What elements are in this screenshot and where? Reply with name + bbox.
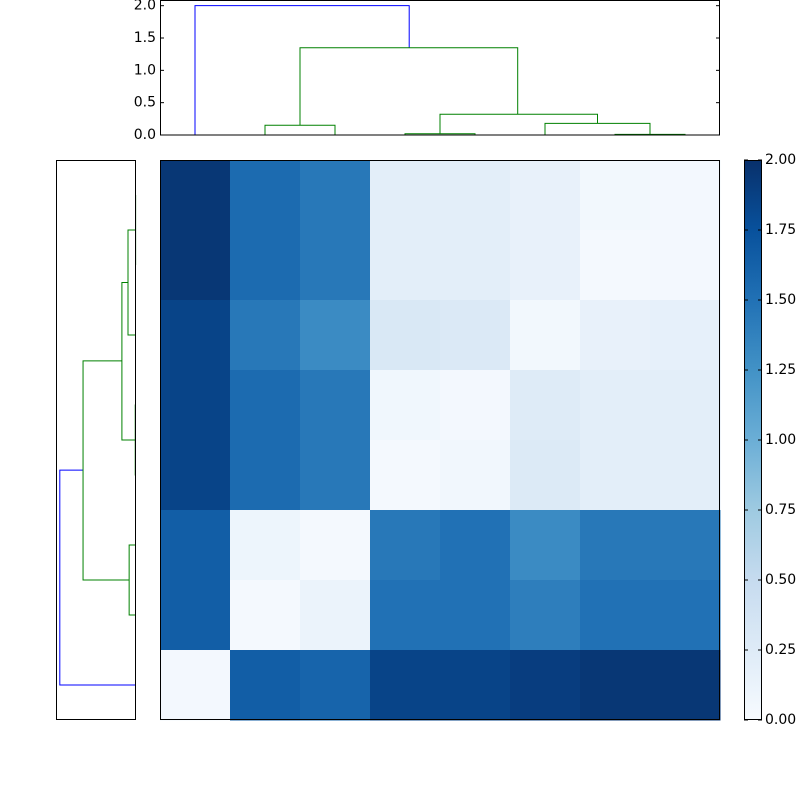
heatmap-cell bbox=[230, 650, 301, 721]
dendrogram-link bbox=[299, 47, 519, 126]
colorbar-tick-label: 0.50 bbox=[765, 572, 796, 588]
heatmap-cell bbox=[230, 580, 301, 651]
colorbar-tick-label: 2.00 bbox=[765, 152, 796, 168]
colorbar-tick-label: 0.25 bbox=[765, 642, 796, 658]
heatmap-cell bbox=[650, 230, 721, 301]
y-tick-label: 2.0 bbox=[134, 0, 156, 14]
heatmap-cell bbox=[230, 370, 301, 441]
heatmap-cell bbox=[300, 230, 371, 301]
heatmap-cell bbox=[650, 510, 721, 581]
dendrogram-link bbox=[194, 5, 410, 135]
heatmap-cell bbox=[300, 370, 371, 441]
heatmap-cell bbox=[650, 440, 721, 511]
heatmap-cell bbox=[440, 650, 511, 721]
dendrogram-link bbox=[439, 113, 598, 134]
heatmap-cell bbox=[230, 440, 301, 511]
colorbar-tick-label: 0.00 bbox=[765, 712, 796, 728]
heatmap-cell bbox=[580, 160, 651, 231]
dendrogram-link bbox=[59, 469, 136, 686]
heatmap-cell bbox=[510, 510, 581, 581]
colorbar-tick-label: 1.25 bbox=[765, 362, 796, 378]
y-tick-label: 0.0 bbox=[134, 127, 156, 143]
heatmap-cell bbox=[510, 230, 581, 301]
heatmap-cell bbox=[580, 650, 651, 721]
heatmap-cell bbox=[510, 580, 581, 651]
heatmap-cell bbox=[370, 370, 441, 441]
heatmap-cell bbox=[510, 650, 581, 721]
heatmap-cell bbox=[370, 580, 441, 651]
heatmap-frame bbox=[160, 160, 720, 720]
dendrogram-link bbox=[82, 360, 130, 581]
heatmap-cell bbox=[440, 160, 511, 231]
dendrogram-link bbox=[404, 133, 476, 135]
colorbar bbox=[744, 160, 762, 720]
heatmap-cell bbox=[230, 160, 301, 231]
dendrogram-link bbox=[127, 229, 136, 336]
heatmap-cell bbox=[230, 300, 301, 371]
heatmap-cell bbox=[160, 300, 231, 371]
heatmap-cell bbox=[650, 300, 721, 371]
y-tick-label: 1.0 bbox=[134, 62, 156, 78]
heatmap-cell bbox=[440, 230, 511, 301]
colorbar-tick-label: 1.00 bbox=[765, 432, 796, 448]
heatmap-cell bbox=[230, 510, 301, 581]
heatmap-cell bbox=[650, 650, 721, 721]
heatmap-cell bbox=[230, 230, 301, 301]
heatmap-cell bbox=[370, 650, 441, 721]
y-tick-label: 1.5 bbox=[134, 30, 156, 46]
dendrogram-link bbox=[264, 124, 336, 135]
dendrogram-left-frame bbox=[56, 160, 136, 720]
heatmap-cell bbox=[300, 160, 371, 231]
dendrogram-link bbox=[544, 122, 651, 135]
dendrogram-top-frame bbox=[160, 0, 720, 136]
heatmap-cell bbox=[160, 230, 231, 301]
heatmap-cell bbox=[160, 370, 231, 441]
heatmap-cell bbox=[300, 580, 371, 651]
heatmap-cell bbox=[300, 650, 371, 721]
heatmap-cell bbox=[160, 580, 231, 651]
heatmap-cell bbox=[580, 370, 651, 441]
heatmap-cell bbox=[580, 510, 651, 581]
y-tick-label: 0.5 bbox=[134, 95, 156, 111]
heatmap-cell bbox=[160, 160, 231, 231]
heatmap-cell bbox=[650, 580, 721, 651]
dendrogram-link bbox=[121, 282, 136, 441]
heatmap-cell bbox=[580, 230, 651, 301]
heatmap-cell bbox=[580, 440, 651, 511]
heatmap-cell bbox=[370, 300, 441, 371]
heatmap-cell bbox=[370, 510, 441, 581]
heatmap-cell bbox=[440, 580, 511, 651]
heatmap-cell bbox=[440, 440, 511, 511]
heatmap-cell bbox=[510, 300, 581, 371]
colorbar-tick-label: 0.75 bbox=[765, 502, 796, 518]
colorbar-tick-label: 1.50 bbox=[765, 292, 796, 308]
heatmap-cell bbox=[650, 370, 721, 441]
heatmap-cell bbox=[300, 300, 371, 371]
heatmap-cell bbox=[300, 510, 371, 581]
heatmap-cell bbox=[580, 580, 651, 651]
heatmap-cell bbox=[160, 650, 231, 721]
heatmap-cell bbox=[510, 370, 581, 441]
colorbar-tick-label: 1.75 bbox=[765, 222, 796, 238]
heatmap-cell bbox=[370, 230, 441, 301]
heatmap-cell bbox=[510, 440, 581, 511]
heatmap-cell bbox=[370, 440, 441, 511]
dendrogram-link bbox=[128, 544, 136, 616]
heatmap-cell bbox=[300, 440, 371, 511]
heatmap-cell bbox=[370, 160, 441, 231]
heatmap-cell bbox=[160, 440, 231, 511]
heatmap-cell bbox=[580, 300, 651, 371]
heatmap-cell bbox=[160, 510, 231, 581]
heatmap-cell bbox=[440, 370, 511, 441]
heatmap-cell bbox=[440, 300, 511, 371]
heatmap-cell bbox=[440, 510, 511, 581]
heatmap-cell bbox=[510, 160, 581, 231]
heatmap-cell bbox=[650, 160, 721, 231]
